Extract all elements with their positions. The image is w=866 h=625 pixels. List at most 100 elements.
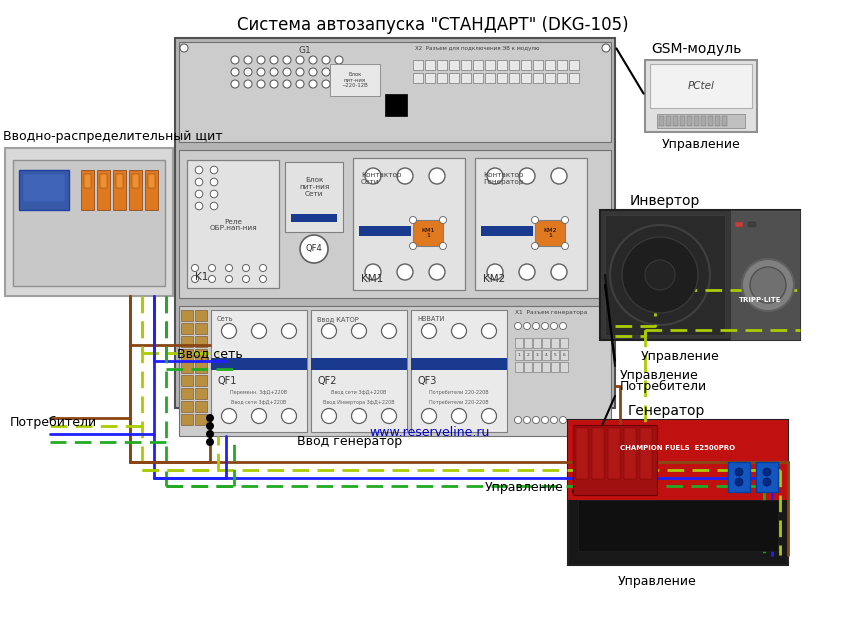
Text: Контактор
Сети: Контактор Сети bbox=[361, 172, 402, 185]
FancyBboxPatch shape bbox=[481, 226, 533, 236]
FancyBboxPatch shape bbox=[551, 350, 559, 360]
FancyBboxPatch shape bbox=[701, 116, 706, 126]
Circle shape bbox=[257, 56, 265, 64]
FancyBboxPatch shape bbox=[84, 174, 91, 188]
Circle shape bbox=[365, 264, 381, 280]
Circle shape bbox=[231, 56, 239, 64]
FancyBboxPatch shape bbox=[413, 220, 443, 246]
FancyBboxPatch shape bbox=[195, 310, 207, 321]
FancyBboxPatch shape bbox=[560, 338, 568, 348]
Circle shape bbox=[429, 168, 445, 184]
Circle shape bbox=[210, 178, 218, 186]
FancyBboxPatch shape bbox=[509, 73, 519, 83]
Circle shape bbox=[251, 409, 267, 424]
Text: GSM-модуль: GSM-модуль bbox=[651, 42, 741, 56]
Circle shape bbox=[180, 44, 188, 52]
Text: X1  Разъем генератора: X1 Разъем генератора bbox=[515, 310, 587, 315]
Text: 6: 6 bbox=[563, 353, 565, 357]
Circle shape bbox=[257, 68, 265, 76]
Circle shape bbox=[561, 216, 568, 224]
FancyBboxPatch shape bbox=[195, 375, 207, 386]
Circle shape bbox=[231, 68, 239, 76]
Text: www.reserveline.ru: www.reserveline.ru bbox=[370, 426, 490, 439]
FancyBboxPatch shape bbox=[524, 350, 532, 360]
Text: Потребители: Потребители bbox=[10, 416, 97, 429]
Circle shape bbox=[335, 56, 343, 64]
Circle shape bbox=[309, 56, 317, 64]
Circle shape bbox=[270, 68, 278, 76]
FancyBboxPatch shape bbox=[485, 73, 495, 83]
Text: Потребители: Потребители bbox=[620, 379, 708, 392]
FancyBboxPatch shape bbox=[449, 73, 459, 83]
Circle shape bbox=[209, 276, 216, 282]
Circle shape bbox=[195, 178, 203, 186]
Circle shape bbox=[257, 80, 265, 88]
FancyBboxPatch shape bbox=[722, 116, 727, 126]
FancyBboxPatch shape bbox=[680, 116, 685, 126]
Text: 4: 4 bbox=[545, 353, 547, 357]
FancyBboxPatch shape bbox=[521, 73, 531, 83]
Circle shape bbox=[429, 264, 445, 280]
Circle shape bbox=[335, 68, 343, 76]
FancyBboxPatch shape bbox=[515, 338, 523, 348]
Text: 5: 5 bbox=[553, 353, 557, 357]
Circle shape bbox=[440, 242, 447, 249]
Circle shape bbox=[296, 56, 304, 64]
Text: Ввод КАТОР: Ввод КАТОР bbox=[317, 316, 359, 322]
Circle shape bbox=[244, 68, 252, 76]
FancyBboxPatch shape bbox=[542, 362, 550, 372]
Circle shape bbox=[206, 430, 214, 438]
FancyBboxPatch shape bbox=[533, 60, 543, 70]
Circle shape bbox=[602, 44, 610, 52]
Text: Ввод Инвертора 3фД+220В: Ввод Инвертора 3фД+220В bbox=[323, 400, 395, 405]
FancyBboxPatch shape bbox=[557, 60, 567, 70]
Text: CHAMPION FUELS  E2500PRO: CHAMPION FUELS E2500PRO bbox=[620, 445, 735, 451]
FancyBboxPatch shape bbox=[187, 160, 279, 288]
FancyBboxPatch shape bbox=[694, 116, 699, 126]
FancyBboxPatch shape bbox=[437, 60, 447, 70]
Circle shape bbox=[225, 276, 232, 282]
Circle shape bbox=[300, 235, 328, 263]
FancyBboxPatch shape bbox=[578, 500, 778, 551]
FancyBboxPatch shape bbox=[592, 428, 604, 479]
FancyBboxPatch shape bbox=[576, 428, 588, 479]
Text: K1: K1 bbox=[195, 272, 209, 282]
Text: QF3: QF3 bbox=[417, 376, 436, 386]
Circle shape bbox=[481, 324, 496, 339]
FancyBboxPatch shape bbox=[195, 336, 207, 347]
FancyBboxPatch shape bbox=[497, 60, 507, 70]
Circle shape bbox=[260, 276, 267, 282]
FancyBboxPatch shape bbox=[181, 388, 193, 399]
Circle shape bbox=[524, 322, 531, 329]
Circle shape bbox=[645, 260, 675, 290]
Text: Управление: Управление bbox=[641, 350, 720, 363]
Circle shape bbox=[296, 80, 304, 88]
FancyBboxPatch shape bbox=[116, 174, 123, 188]
FancyBboxPatch shape bbox=[145, 170, 158, 210]
FancyBboxPatch shape bbox=[756, 462, 778, 492]
FancyBboxPatch shape bbox=[5, 148, 173, 296]
Circle shape bbox=[352, 409, 366, 424]
Circle shape bbox=[242, 276, 249, 282]
FancyBboxPatch shape bbox=[211, 358, 307, 370]
Circle shape bbox=[242, 264, 249, 271]
FancyBboxPatch shape bbox=[515, 362, 523, 372]
FancyBboxPatch shape bbox=[569, 60, 579, 70]
FancyBboxPatch shape bbox=[181, 349, 193, 360]
FancyBboxPatch shape bbox=[195, 362, 207, 373]
Circle shape bbox=[397, 168, 413, 184]
FancyBboxPatch shape bbox=[650, 64, 752, 108]
FancyBboxPatch shape bbox=[645, 60, 757, 132]
Circle shape bbox=[551, 416, 558, 424]
Text: Блок
пит-ния
Сети: Блок пит-ния Сети bbox=[299, 177, 329, 197]
FancyBboxPatch shape bbox=[475, 158, 587, 290]
FancyBboxPatch shape bbox=[195, 349, 207, 360]
FancyBboxPatch shape bbox=[666, 116, 671, 126]
Text: Ввод сеть: Ввод сеть bbox=[177, 348, 242, 361]
Circle shape bbox=[209, 264, 216, 271]
Circle shape bbox=[270, 56, 278, 64]
FancyBboxPatch shape bbox=[413, 73, 423, 83]
FancyBboxPatch shape bbox=[113, 170, 126, 210]
Text: Блок
пит-ния
~220-12В: Блок пит-ния ~220-12В bbox=[341, 72, 368, 88]
FancyBboxPatch shape bbox=[461, 60, 471, 70]
